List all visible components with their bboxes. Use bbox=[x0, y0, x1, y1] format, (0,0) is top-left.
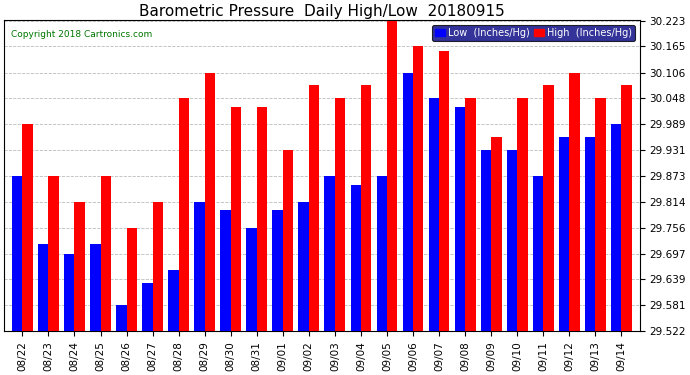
Bar bbox=[622, 86, 632, 331]
Bar bbox=[455, 107, 465, 331]
Bar bbox=[257, 107, 267, 331]
Bar bbox=[48, 176, 59, 331]
Bar bbox=[518, 98, 528, 331]
Bar bbox=[126, 228, 137, 331]
Bar bbox=[309, 86, 319, 331]
Bar bbox=[273, 210, 283, 331]
Bar bbox=[195, 202, 205, 331]
Bar bbox=[465, 98, 475, 331]
Bar bbox=[179, 98, 189, 331]
Bar bbox=[152, 202, 163, 331]
Bar bbox=[569, 73, 580, 331]
Title: Barometric Pressure  Daily High/Low  20180915: Barometric Pressure Daily High/Low 20180… bbox=[139, 4, 505, 19]
Bar bbox=[361, 86, 371, 331]
Bar bbox=[12, 176, 22, 331]
Bar bbox=[116, 305, 126, 331]
Bar bbox=[351, 184, 361, 331]
Bar bbox=[595, 98, 606, 331]
Text: Copyright 2018 Cartronics.com: Copyright 2018 Cartronics.com bbox=[10, 30, 152, 39]
Bar bbox=[543, 86, 553, 331]
Bar bbox=[90, 244, 101, 331]
Bar bbox=[506, 150, 518, 331]
Bar bbox=[559, 137, 569, 331]
Bar bbox=[75, 202, 85, 331]
Bar bbox=[246, 228, 257, 331]
Bar bbox=[64, 254, 75, 331]
Bar bbox=[168, 270, 179, 331]
Bar bbox=[101, 176, 111, 331]
Bar bbox=[491, 137, 502, 331]
Bar bbox=[377, 176, 387, 331]
Bar bbox=[205, 73, 215, 331]
Bar bbox=[22, 124, 33, 331]
Bar bbox=[403, 73, 413, 331]
Bar bbox=[439, 51, 449, 331]
Bar bbox=[428, 98, 439, 331]
Legend: Low  (Inches/Hg), High  (Inches/Hg): Low (Inches/Hg), High (Inches/Hg) bbox=[432, 25, 635, 41]
Bar bbox=[38, 244, 48, 331]
Bar bbox=[611, 124, 622, 331]
Bar bbox=[220, 210, 230, 331]
Bar bbox=[299, 202, 309, 331]
Bar bbox=[481, 150, 491, 331]
Bar bbox=[533, 176, 543, 331]
Bar bbox=[387, 21, 397, 331]
Bar bbox=[335, 98, 345, 331]
Bar bbox=[230, 107, 241, 331]
Bar bbox=[283, 150, 293, 331]
Bar bbox=[585, 137, 595, 331]
Bar bbox=[324, 176, 335, 331]
Bar bbox=[413, 46, 424, 331]
Bar bbox=[142, 284, 152, 331]
